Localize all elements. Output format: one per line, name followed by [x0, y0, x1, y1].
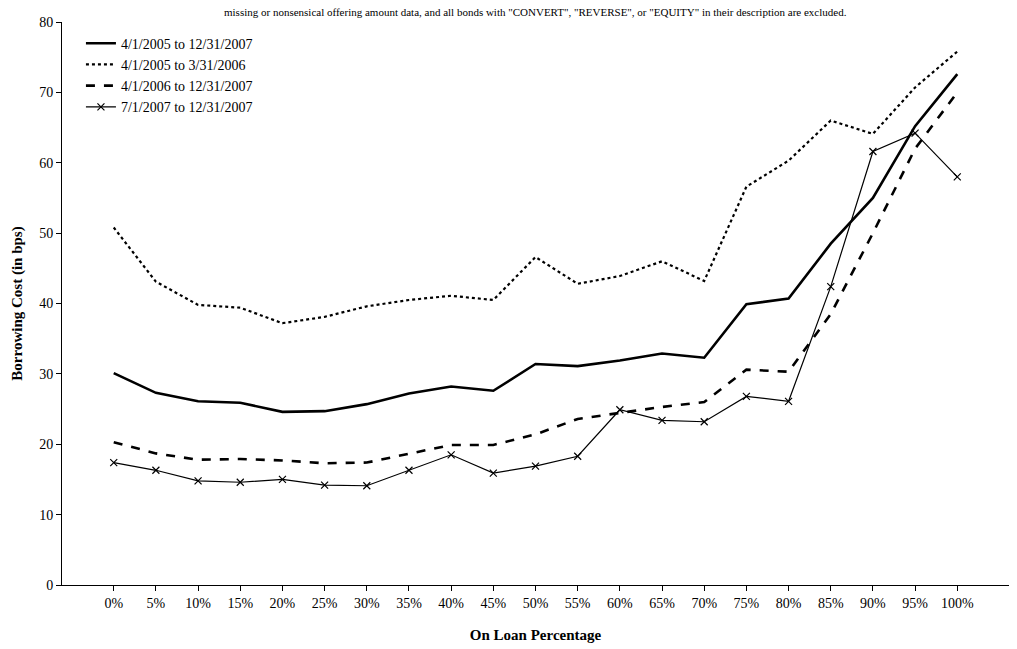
svg-text:0%: 0%	[104, 596, 123, 611]
svg-text:missing or nonsensical offerin: missing or nonsensical offering amount d…	[224, 6, 847, 18]
svg-text:0: 0	[46, 578, 53, 593]
svg-text:35%: 35%	[396, 596, 422, 611]
svg-text:90%: 90%	[860, 596, 886, 611]
svg-text:60: 60	[39, 156, 53, 171]
svg-text:45%: 45%	[480, 596, 506, 611]
svg-text:55%: 55%	[565, 596, 591, 611]
svg-text:70%: 70%	[691, 596, 717, 611]
svg-text:80: 80	[39, 15, 53, 30]
svg-text:4/1/2006 to 12/31/2007: 4/1/2006 to 12/31/2007	[121, 79, 252, 94]
svg-text:20%: 20%	[270, 596, 296, 611]
svg-text:50%: 50%	[523, 596, 549, 611]
svg-text:15%: 15%	[227, 596, 253, 611]
svg-text:10: 10	[39, 508, 53, 523]
svg-text:75%: 75%	[734, 596, 760, 611]
svg-text:50: 50	[39, 226, 53, 241]
svg-text:70: 70	[39, 85, 53, 100]
svg-text:30%: 30%	[354, 596, 380, 611]
svg-text:25%: 25%	[312, 596, 338, 611]
svg-text:95%: 95%	[902, 596, 928, 611]
svg-text:10%: 10%	[185, 596, 211, 611]
svg-text:Borrowing Cost (in bps): Borrowing Cost (in bps)	[9, 226, 26, 380]
svg-text:7/1/2007 to 12/31/2007: 7/1/2007 to 12/31/2007	[121, 100, 252, 115]
svg-text:On Loan Percentage: On Loan Percentage	[470, 627, 602, 643]
svg-text:4/1/2005 to 12/31/2007: 4/1/2005 to 12/31/2007	[121, 37, 252, 52]
svg-text:40: 40	[39, 296, 53, 311]
svg-text:85%: 85%	[818, 596, 844, 611]
svg-text:80%: 80%	[776, 596, 802, 611]
svg-text:100%: 100%	[941, 596, 974, 611]
svg-text:30: 30	[39, 367, 53, 382]
svg-text:5%: 5%	[147, 596, 166, 611]
svg-text:60%: 60%	[607, 596, 633, 611]
svg-text:4/1/2005 to 3/31/2006: 4/1/2005 to 3/31/2006	[121, 58, 245, 73]
svg-text:40%: 40%	[438, 596, 464, 611]
svg-text:65%: 65%	[649, 596, 675, 611]
svg-text:20: 20	[39, 437, 53, 452]
